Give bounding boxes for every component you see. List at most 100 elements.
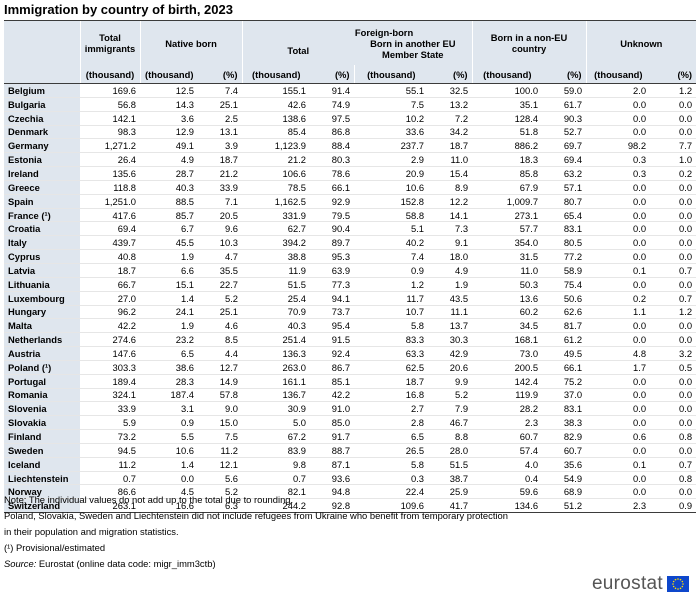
value-cell: 4.8 (586, 346, 651, 361)
flag-star (679, 587, 682, 590)
value-cell: 18.7 (198, 152, 243, 168)
value-cell: 0.3 (586, 166, 651, 181)
header-other-eu: Foreign-born Born in another EU Member S… (354, 20, 473, 65)
value-cell: 5.5 (140, 429, 198, 444)
immigration-table: Total immigrants Native born Total Forei… (4, 20, 697, 514)
value-cell: 96.2 (80, 305, 140, 320)
value-cell: 8.5 (198, 332, 243, 348)
value-cell: 18.3 (472, 152, 543, 168)
value-cell: 0.0 (650, 401, 697, 417)
value-cell: 27.0 (80, 291, 140, 306)
value-cell: 73.2 (80, 429, 140, 444)
flag-star (677, 578, 679, 580)
table-row: Liechtenstein 0.7 0.0 5.6 0.7 93.6 0.3 38.7 0.4 5… (4, 471, 697, 486)
table-row: Finland 73.2 5.5 7.5 67.2 91.7 6.5 8.8 60.7 82.9 0… (4, 429, 697, 444)
value-cell: 62.5 (354, 360, 429, 375)
country-cell: Belgium (4, 83, 80, 98)
value-cell: 7.5 (198, 429, 243, 444)
value-cell: 68.9 (542, 484, 587, 500)
value-cell: 60.7 (472, 429, 543, 444)
value-cell: 92.8 (310, 498, 355, 514)
value-cell: 51.8 (472, 125, 543, 140)
value-cell: 11.0 (472, 263, 543, 278)
value-cell: 0.2 (586, 291, 651, 306)
value-cell: 13.7 (428, 318, 473, 334)
value-cell: 38.8 (242, 249, 311, 264)
value-cell: 0.7 (80, 471, 140, 486)
value-cell: 106.6 (242, 166, 311, 181)
value-cell: 0.9 (650, 498, 697, 514)
value-cell: 34.2 (428, 125, 473, 140)
value-cell: 0.0 (650, 194, 697, 209)
value-cell: 244.2 (242, 498, 311, 514)
value-cell: 73.7 (310, 305, 355, 320)
value-cell: 59.0 (542, 83, 587, 98)
value-cell: 417.6 (80, 208, 140, 223)
value-cell: 91.4 (310, 83, 355, 98)
unit-percent: (%) (542, 65, 587, 84)
value-cell: 83.1 (542, 221, 587, 237)
value-cell: 90.3 (542, 111, 587, 126)
value-cell: 25.1 (198, 97, 243, 112)
value-cell: 331.9 (242, 208, 311, 223)
table-row: Switzerland 263.1 16.6 6.3 244.2 92.8 109.6 41.… (4, 498, 697, 514)
value-cell: 73.0 (472, 346, 543, 361)
country-cell: Austria (4, 346, 80, 361)
value-cell: 42.2 (80, 318, 140, 334)
table-row: Norway 86.6 4.5 5.2 82.1 94.8 22.4 25.9 59.6 68.9… (4, 484, 697, 500)
country-cell: Norway (4, 484, 80, 500)
value-cell: 189.4 (80, 374, 140, 389)
value-cell: 82.1 (242, 484, 311, 500)
value-cell: 118.8 (80, 180, 140, 195)
value-cell: 85.8 (472, 166, 543, 181)
value-cell: 69.7 (542, 138, 587, 154)
value-cell: 7.1 (198, 194, 243, 209)
value-cell: 66.1 (310, 180, 355, 195)
value-cell: 0.0 (650, 332, 697, 348)
value-cell: 10.6 (354, 180, 429, 195)
value-cell: 87.1 (310, 456, 355, 472)
value-cell: 10.7 (354, 305, 429, 320)
value-cell: 81.7 (542, 318, 587, 334)
value-cell: 147.6 (80, 346, 140, 361)
value-cell: 0.0 (650, 443, 697, 458)
value-cell: 5.6 (198, 471, 243, 486)
value-cell: 0.0 (586, 374, 651, 389)
value-cell: 57.7 (472, 221, 543, 237)
value-cell: 80.7 (542, 194, 587, 209)
value-cell: 169.6 (80, 83, 140, 98)
table-row: Austria 147.6 6.5 4.4 136.3 92.4 63.3 42.9 73.0 4… (4, 346, 697, 361)
value-cell: 9.6 (198, 221, 243, 237)
eu-flag-icon (667, 576, 689, 592)
country-cell: Czechia (4, 111, 80, 126)
table-row: Bulgaria 56.8 14.3 25.1 42.6 74.9 7.5 13.2 35.1 6… (4, 97, 697, 112)
value-cell: 6.6 (140, 263, 198, 278)
value-cell: 86.8 (310, 125, 355, 140)
value-cell: 0.1 (586, 263, 651, 278)
table-row: Malta 42.2 1.9 4.6 40.3 95.4 5.8 13.7 34.5 81.7 0.… (4, 318, 697, 334)
value-cell: 5.1 (354, 221, 429, 237)
value-cell: 0.0 (586, 332, 651, 348)
table-row: Portugal 189.4 28.3 14.9 161.1 85.1 18.7 9.9 142… (4, 374, 697, 389)
country-cell: Poland (¹) (4, 360, 80, 375)
value-cell: 69.4 (80, 221, 140, 237)
value-cell: 1.9 (428, 277, 473, 292)
value-cell: 0.0 (650, 221, 697, 237)
value-cell: 0.0 (650, 125, 697, 140)
table-row: Greece 118.8 40.3 33.9 78.5 66.1 10.6 8.9 67.9 57… (4, 180, 697, 195)
value-cell: 273.1 (472, 208, 543, 223)
value-cell: 0.0 (586, 111, 651, 126)
value-cell: 5.8 (354, 456, 429, 472)
value-cell: 55.1 (354, 83, 429, 98)
value-cell: 75.2 (542, 374, 587, 389)
value-cell: 6.5 (140, 346, 198, 361)
value-cell: 37.0 (542, 388, 587, 403)
value-cell: 2.3 (472, 415, 543, 431)
value-cell: 128.4 (472, 111, 543, 126)
country-cell: Malta (4, 318, 80, 334)
value-cell: 0.0 (650, 235, 697, 251)
value-cell: 18.0 (428, 249, 473, 264)
value-cell: 14.3 (140, 97, 198, 112)
value-cell: 5.2 (198, 484, 243, 500)
value-cell: 66.1 (542, 360, 587, 375)
